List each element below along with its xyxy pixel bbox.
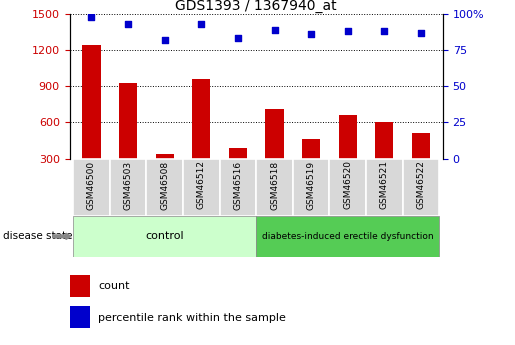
Bar	[219, 159, 256, 216]
Point	[234, 36, 242, 41]
Bar	[73, 216, 256, 257]
Text: GSM46518: GSM46518	[270, 160, 279, 209]
Title: GDS1393 / 1367940_at: GDS1393 / 1367940_at	[176, 0, 337, 13]
Bar	[70, 306, 91, 328]
Bar	[183, 159, 219, 216]
Text: diabetes-induced erectile dysfunction: diabetes-induced erectile dysfunction	[262, 232, 434, 241]
Text: GSM46516: GSM46516	[233, 160, 243, 209]
Bar	[366, 159, 403, 216]
Bar	[256, 216, 439, 257]
Bar	[82, 45, 100, 195]
Point	[197, 21, 205, 27]
Point	[88, 14, 96, 19]
Point	[124, 21, 132, 27]
Bar	[146, 159, 183, 216]
Point	[344, 28, 352, 34]
Text: disease state: disease state	[3, 231, 72, 241]
Bar	[412, 133, 430, 195]
Bar	[256, 159, 293, 216]
Bar	[265, 109, 284, 195]
Bar	[403, 159, 439, 216]
Bar	[229, 148, 247, 195]
Bar	[156, 154, 174, 195]
Bar	[110, 159, 146, 216]
Point	[417, 30, 425, 36]
Text: GSM46521: GSM46521	[380, 160, 389, 209]
Text: GSM46520: GSM46520	[343, 160, 352, 209]
Text: GSM46519: GSM46519	[306, 160, 316, 209]
Bar	[302, 139, 320, 195]
Text: count: count	[98, 282, 130, 292]
Text: control: control	[145, 231, 184, 241]
Text: GSM46500: GSM46500	[87, 160, 96, 209]
Bar	[375, 122, 393, 195]
Point	[270, 27, 279, 32]
Text: GSM46512: GSM46512	[197, 160, 206, 209]
Bar	[192, 79, 211, 195]
Point	[380, 28, 388, 34]
Bar	[293, 159, 330, 216]
Text: GSM46508: GSM46508	[160, 160, 169, 209]
Point	[307, 31, 315, 37]
Bar	[119, 82, 137, 195]
Text: percentile rank within the sample: percentile rank within the sample	[98, 313, 286, 323]
Bar	[70, 275, 91, 297]
Text: GSM46503: GSM46503	[124, 160, 132, 209]
Bar	[330, 159, 366, 216]
Bar	[73, 159, 110, 216]
Text: GSM46522: GSM46522	[417, 160, 425, 209]
Bar	[338, 115, 357, 195]
Point	[161, 37, 169, 43]
